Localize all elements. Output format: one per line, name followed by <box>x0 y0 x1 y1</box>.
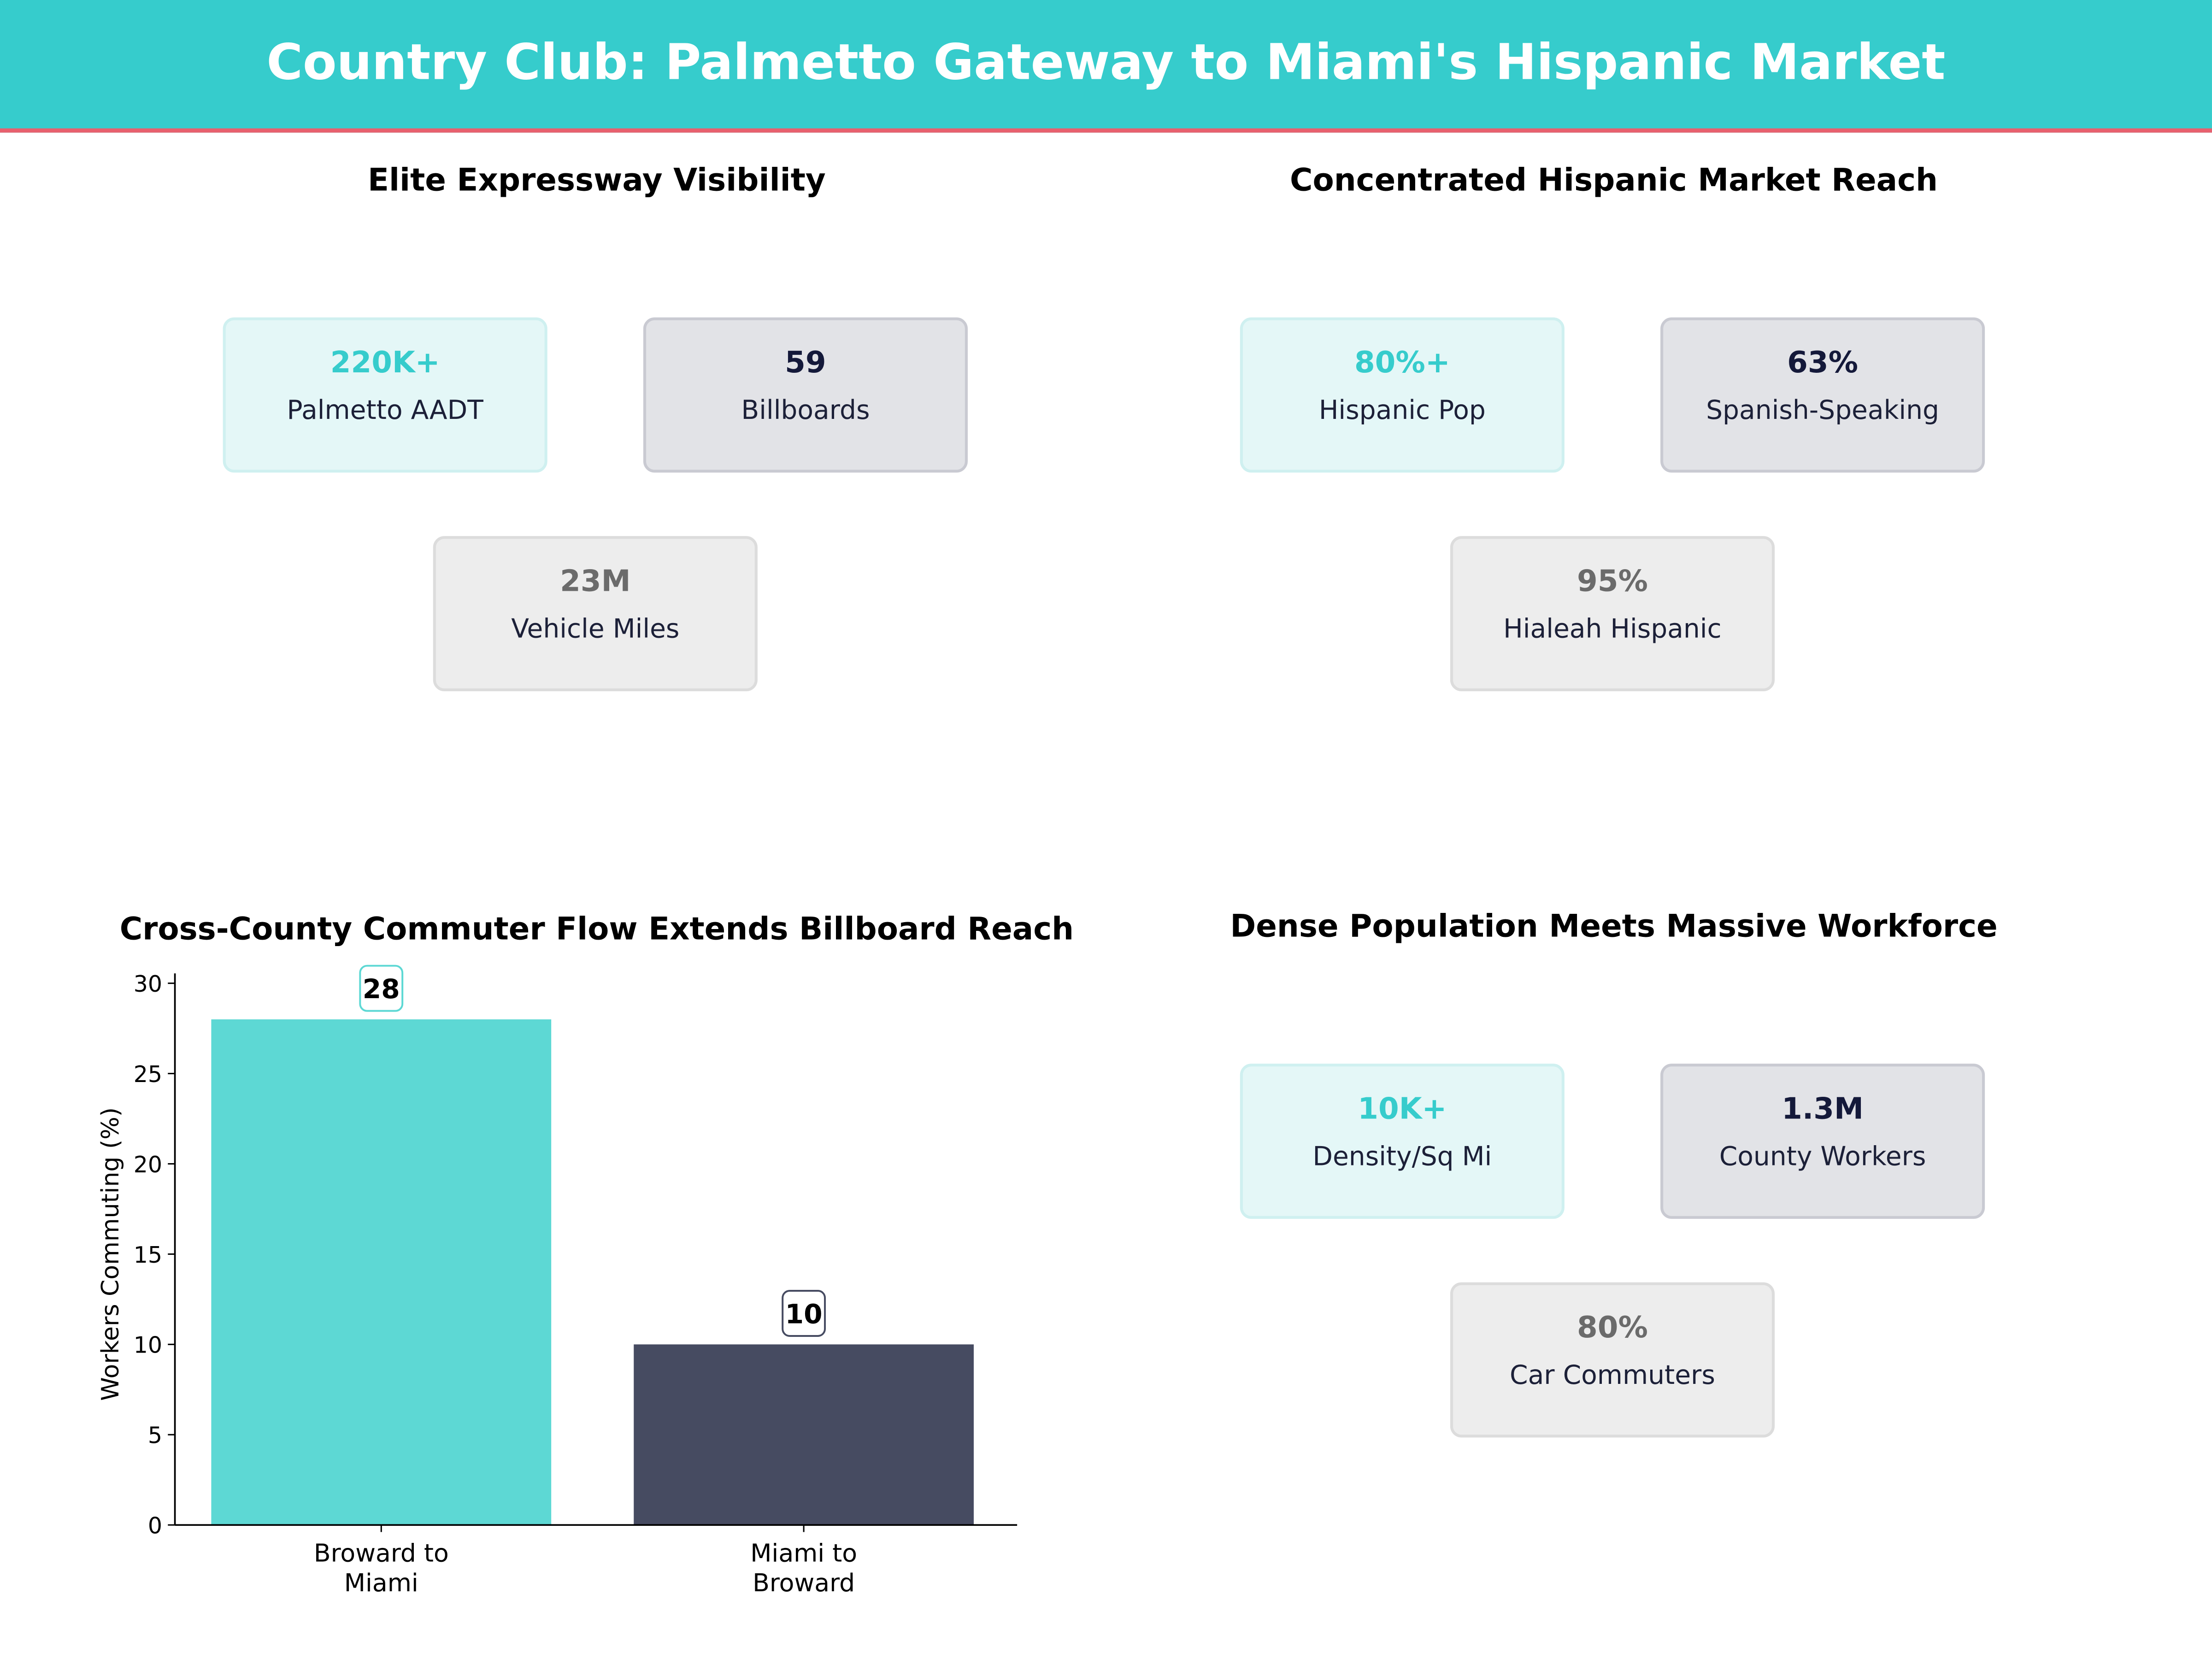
stat-card-aadt: 220K+ Palmetto AADT <box>223 317 547 473</box>
stat-label: Hispanic Pop <box>1318 396 1486 426</box>
stat-card-vehicle-miles: 23M Vehicle Miles <box>433 536 758 691</box>
stat-value: 59 <box>785 345 826 380</box>
stat-card-county-workers: 1.3M County Workers <box>1660 1064 1985 1219</box>
y-tick-label: 0 <box>148 1513 162 1539</box>
stat-label: Car Commuters <box>1510 1361 1715 1391</box>
stat-label: Density/Sq Mi <box>1312 1142 1492 1172</box>
stat-value: 80% <box>1577 1310 1648 1345</box>
panel-title-hispanic-reach: Concentrated Hispanic Market Reach <box>1290 164 1938 199</box>
stat-label: Hialeah Hispanic <box>1503 615 1722 645</box>
stat-card-density: 10K+ Density/Sq Mi <box>1240 1064 1565 1219</box>
y-tick-label: 20 <box>134 1152 162 1178</box>
stat-value: 23M <box>560 564 631 598</box>
stat-card-billboards: 59 Billboards <box>643 317 968 473</box>
stat-value: 10K+ <box>1358 1092 1447 1126</box>
stat-value: 1.3M <box>1782 1092 1864 1126</box>
stat-value: 80%+ <box>1354 345 1450 380</box>
chart-title: Cross-County Commuter Flow Extends Billb… <box>120 911 1074 947</box>
stat-value: 220K+ <box>330 345 440 380</box>
stat-label: County Workers <box>1719 1142 1926 1172</box>
x-tick-label: Broward to Miami <box>314 1539 449 1597</box>
data-label-box <box>359 965 404 1012</box>
stat-value: 95% <box>1577 564 1648 598</box>
stat-card-spanish-speaking: 63% Spanish-Speaking <box>1660 317 1985 473</box>
stat-label: Palmetto AADT <box>287 396 483 426</box>
stat-card-car-commuters: 80% Car Commuters <box>1450 1282 1775 1438</box>
bar <box>634 1344 974 1525</box>
panel-title-workforce: Dense Population Meets Massive Workforce <box>1230 910 1998 946</box>
stat-label: Billboards <box>741 396 870 426</box>
y-tick-label: 5 <box>148 1423 162 1449</box>
stat-label: Vehicle Miles <box>511 615 680 645</box>
data-label: 10 <box>785 1298 823 1330</box>
panel-title-visibility: Elite Expressway Visibility <box>367 164 826 199</box>
stat-card-hialeah: 95% Hialeah Hispanic <box>1450 536 1775 691</box>
y-axis-label: Workers Commuting (%) <box>97 1107 124 1401</box>
y-tick-label: 25 <box>134 1061 162 1088</box>
stat-card-hispanic-pop: 80%+ Hispanic Pop <box>1240 317 1565 473</box>
y-tick-label: 30 <box>134 971 162 997</box>
y-tick-label: 15 <box>134 1242 162 1268</box>
x-tick-label: Miami to Broward <box>750 1539 857 1597</box>
bar <box>211 1019 552 1525</box>
stat-label: Spanish-Speaking <box>1706 396 1940 426</box>
page-title: Country Club: Palmetto Gateway to Miami'… <box>266 35 1946 92</box>
y-tick-label: 10 <box>134 1332 162 1359</box>
data-label-box <box>782 1290 826 1337</box>
data-label: 28 <box>363 973 400 1005</box>
header-banner: Country Club: Palmetto Gateway to Miami'… <box>0 0 2212 133</box>
stat-value: 63% <box>1787 345 1858 380</box>
